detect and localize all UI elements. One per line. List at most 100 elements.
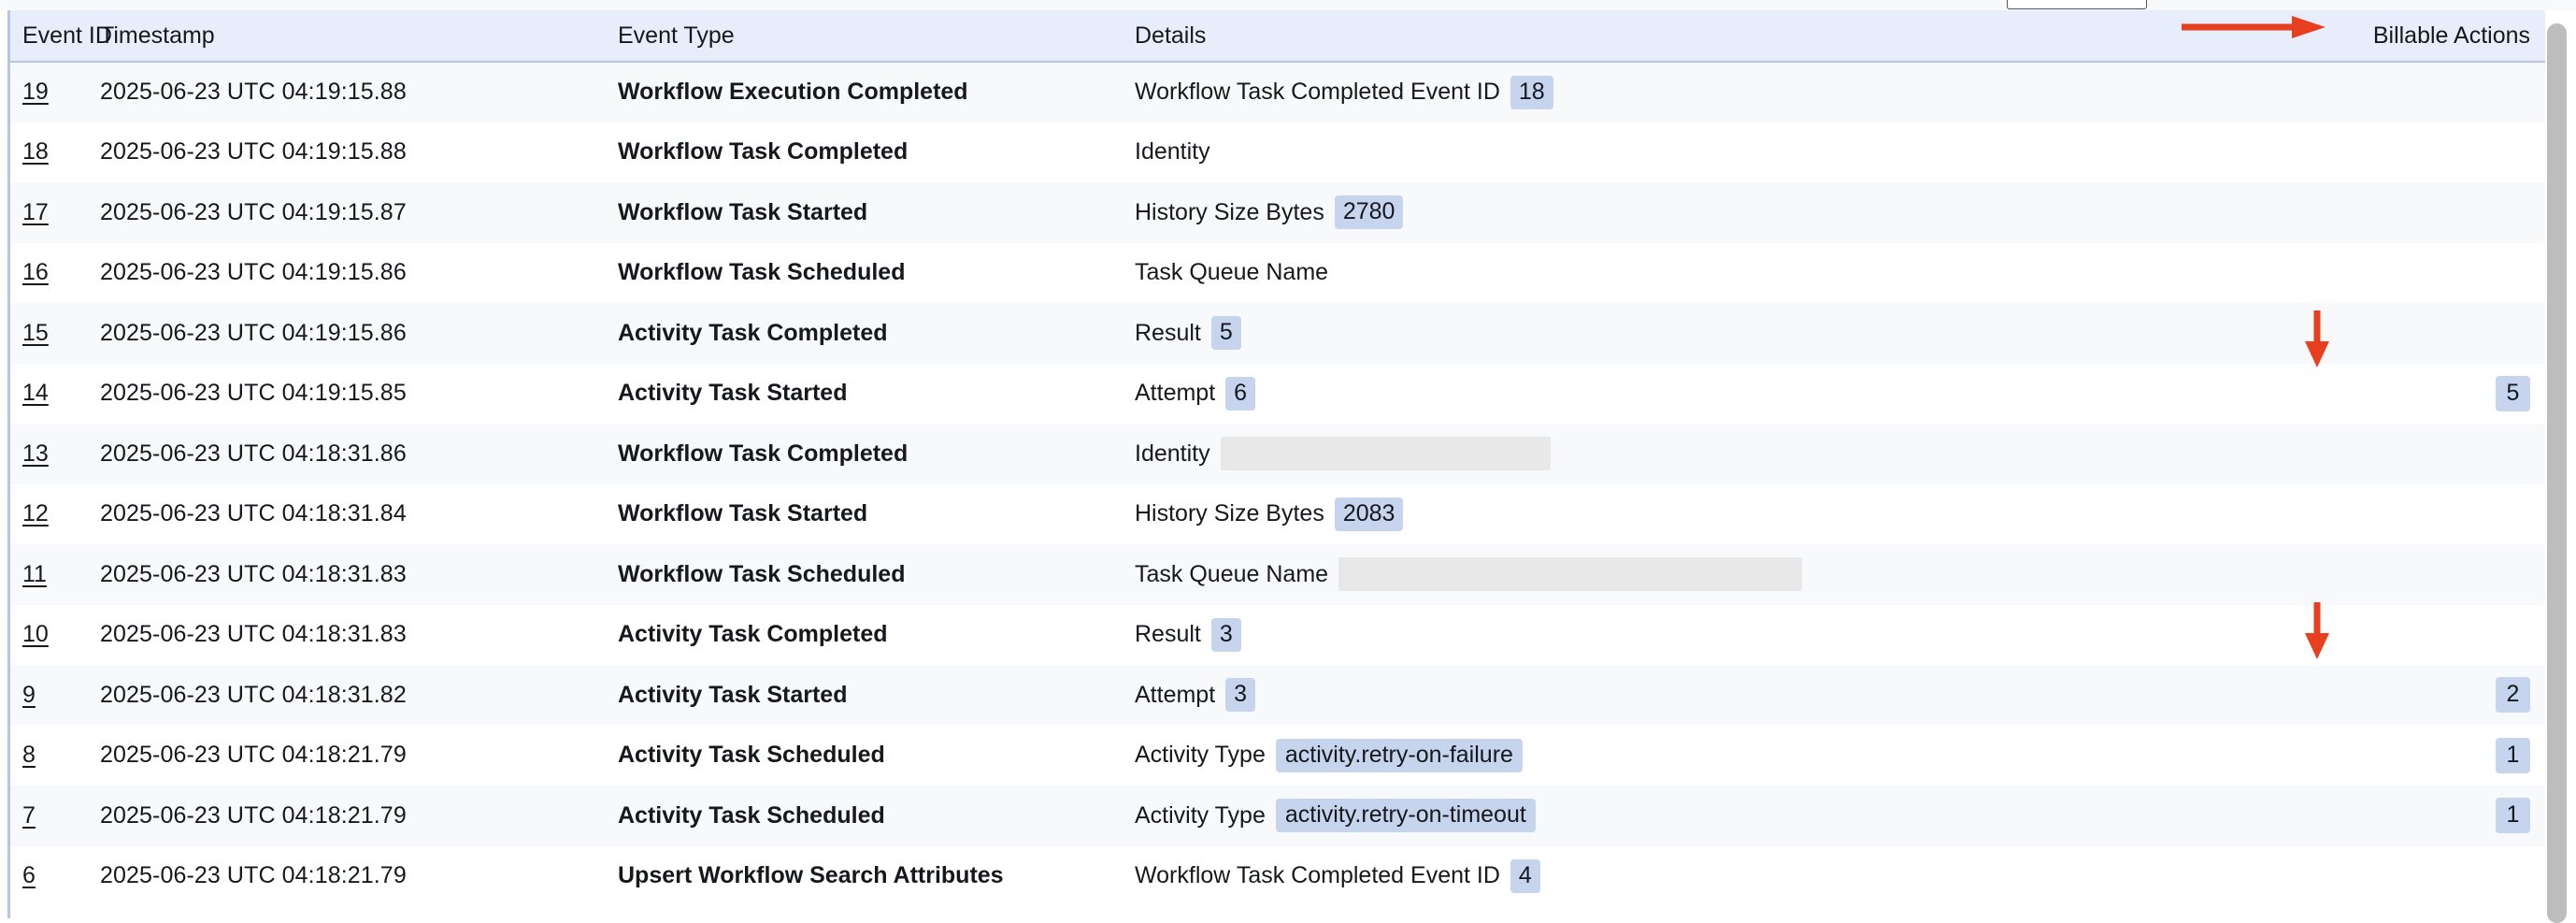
column-header-event-type[interactable]: Event Type (610, 10, 1129, 63)
cell-timestamp: 2025-06-23 UTC 04:19:15.88 (100, 138, 407, 166)
cell-event-type: Activity Task Started (618, 681, 848, 708)
detail-value-chip: activity.retry-on-timeout (1275, 799, 1536, 833)
event-id-link[interactable]: 8 (22, 742, 36, 769)
cell-details: Result 3 (1129, 605, 2199, 666)
cell-details: Attempt 3 (1129, 665, 2199, 726)
billable-actions-badge: 1 (2496, 737, 2530, 773)
table-row[interactable]: 10 2025-06-23 UTC 04:18:31.83 Activity Tas… (10, 604, 2545, 666)
table-row[interactable]: 11 2025-06-23 UTC 04:18:31.83 Workflow Tas… (10, 544, 2545, 605)
cell-billable-actions (2199, 484, 2545, 545)
event-id-link[interactable]: 18 (22, 138, 49, 166)
event-id-link[interactable]: 12 (22, 500, 49, 527)
event-id-link[interactable]: 10 (22, 621, 49, 648)
detail-group: Workflow Task Completed Event ID 4 (1135, 858, 2199, 893)
cell-details: History Size Bytes 2780 (1129, 182, 2199, 243)
cell-billable-actions (2199, 424, 2545, 484)
detail-label: Activity Type (1135, 742, 1266, 769)
event-id-link[interactable]: 17 (22, 198, 49, 225)
cell-event-id: 19 (10, 62, 94, 123)
table-row[interactable]: 17 2025-06-23 UTC 04:19:15.87 Workflow Tas… (10, 182, 2545, 243)
column-header-billable-actions[interactable]: Billable Actions (2199, 10, 2545, 63)
cell-event-type: Workflow Task Completed (618, 440, 909, 467)
event-id-link[interactable]: 19 (22, 79, 49, 106)
cell-event-id: 7 (10, 786, 94, 846)
cell-event-id: 11 (10, 544, 94, 605)
cell-details: Workflow Task Completed Event ID 4 (1129, 846, 2199, 907)
detail-label: Identity (1135, 138, 1210, 166)
above-table-control-box[interactable] (2007, 0, 2147, 9)
detail-value-chip: 18 (1510, 75, 1553, 109)
cell-billable-actions (2199, 123, 2545, 183)
event-id-link[interactable]: 15 (22, 319, 49, 346)
table-row[interactable]: 16 2025-06-23 UTC 04:19:15.86 Workflow Tas… (10, 242, 2545, 304)
table-row[interactable]: 8 2025-06-23 UTC 04:18:21.79 Activity Task… (10, 725, 2545, 786)
cell-event-type: Workflow Task Started (618, 198, 868, 225)
detail-value-chip: 3 (1225, 678, 1256, 713)
cell-details: Attempt 6 (1129, 364, 2199, 425)
cell-timestamp: 2025-06-23 UTC 04:18:21.79 (100, 742, 407, 769)
table-row[interactable]: 14 2025-06-23 UTC 04:19:15.85 Activity Tas… (10, 363, 2545, 425)
table-header: Event ID Timestamp Event Type Details Bi… (10, 10, 2545, 63)
cell-event-id: 13 (10, 424, 94, 484)
vertical-scrollbar-track[interactable] (2546, 10, 2573, 923)
detail-value-redacted (1220, 437, 1551, 471)
event-id-link[interactable]: 14 (22, 380, 49, 407)
cell-details: Task Queue Name (1129, 544, 2199, 605)
detail-value-chip: 2780 (1334, 195, 1404, 230)
cell-event-type: Workflow Task Completed (618, 138, 909, 166)
cell-details: Task Queue Name (1129, 243, 2199, 304)
event-id-link[interactable]: 6 (22, 862, 36, 889)
cell-billable-actions (2199, 182, 2545, 243)
column-header-event-id[interactable]: Event ID (10, 10, 112, 63)
column-header-details[interactable]: Details (1129, 10, 2199, 63)
table-row[interactable]: 9 2025-06-23 UTC 04:18:31.82 Activity Task… (10, 665, 2545, 726)
table-row[interactable]: 6 2025-06-23 UTC 04:18:21.79 Upsert Workfl… (10, 845, 2545, 907)
cell-details: Workflow Task Completed Event ID 18 (1129, 62, 2199, 123)
cell-event-type: Activity Task Completed (618, 319, 888, 346)
event-id-link[interactable]: 11 (22, 560, 47, 587)
table-row[interactable]: 7 2025-06-23 UTC 04:18:21.79 Activity Task… (10, 786, 2545, 846)
event-id-link[interactable]: 16 (22, 259, 49, 286)
detail-group: Result 3 (1135, 617, 2199, 652)
table-row[interactable]: 13 2025-06-23 UTC 04:18:31.86 Workflow Tas… (10, 424, 2545, 484)
cell-timestamp: 2025-06-23 UTC 04:18:21.79 (100, 801, 407, 829)
cell-details: Identity (1129, 123, 2199, 183)
cell-billable-actions (2199, 243, 2545, 304)
detail-label: Workflow Task Completed Event ID (1135, 79, 1500, 106)
table-row[interactable]: 12 2025-06-23 UTC 04:18:31.84 Workflow Tas… (10, 483, 2545, 545)
cell-billable-actions (2199, 605, 2545, 666)
cell-event-id: 14 (10, 364, 94, 425)
detail-group: History Size Bytes 2083 (1135, 497, 2199, 531)
cell-event-id: 15 (10, 303, 94, 364)
cell-timestamp: 2025-06-23 UTC 04:18:31.83 (100, 560, 407, 587)
cell-timestamp: 2025-06-23 UTC 04:18:21.79 (100, 862, 407, 889)
cell-timestamp: 2025-06-23 UTC 04:19:15.86 (100, 319, 407, 346)
table-body: 19 2025-06-23 UTC 04:19:15.88 Workflow Exe… (10, 62, 2545, 906)
detail-value-chip: 3 (1210, 617, 1241, 652)
column-header-timestamp[interactable]: Timestamp (94, 10, 610, 63)
event-history-table: Event ID Timestamp Event Type Details Bi… (10, 10, 2545, 906)
detail-group: History Size Bytes 2780 (1135, 195, 2199, 230)
table-row[interactable]: 18 2025-06-23 UTC 04:19:15.88 Workflow Tas… (10, 122, 2545, 183)
cell-event-type: Activity Task Scheduled (618, 801, 885, 829)
cell-details: Result 5 (1129, 303, 2199, 364)
event-id-link[interactable]: 9 (22, 681, 36, 708)
table-row[interactable]: 15 2025-06-23 UTC 04:19:15.86 Activity Tas… (10, 303, 2545, 364)
event-id-link[interactable]: 7 (22, 801, 36, 829)
event-id-link[interactable]: 13 (22, 440, 49, 467)
cell-details: Identity (1129, 424, 2199, 484)
detail-label: Attempt (1135, 681, 1216, 708)
vertical-scrollbar-thumb[interactable] (2547, 23, 2567, 923)
table-row[interactable]: 19 2025-06-23 UTC 04:19:15.88 Workflow Exe… (10, 62, 2545, 123)
cell-details: History Size Bytes 2083 (1129, 484, 2199, 545)
cell-event-type: Activity Task Scheduled (618, 742, 885, 769)
cell-timestamp: 2025-06-23 UTC 04:19:15.88 (100, 79, 407, 106)
cell-event-type: Activity Task Started (618, 380, 848, 407)
detail-group: Attempt 3 (1135, 678, 2199, 713)
cell-billable-actions (2199, 544, 2545, 605)
event-history-table-container: Event ID Timestamp Event Type Details Bi… (7, 10, 2569, 918)
cell-timestamp: 2025-06-23 UTC 04:18:31.82 (100, 681, 407, 708)
cell-event-id: 17 (10, 182, 94, 243)
billable-actions-badge: 5 (2496, 375, 2530, 411)
detail-label: Task Queue Name (1135, 560, 1329, 587)
